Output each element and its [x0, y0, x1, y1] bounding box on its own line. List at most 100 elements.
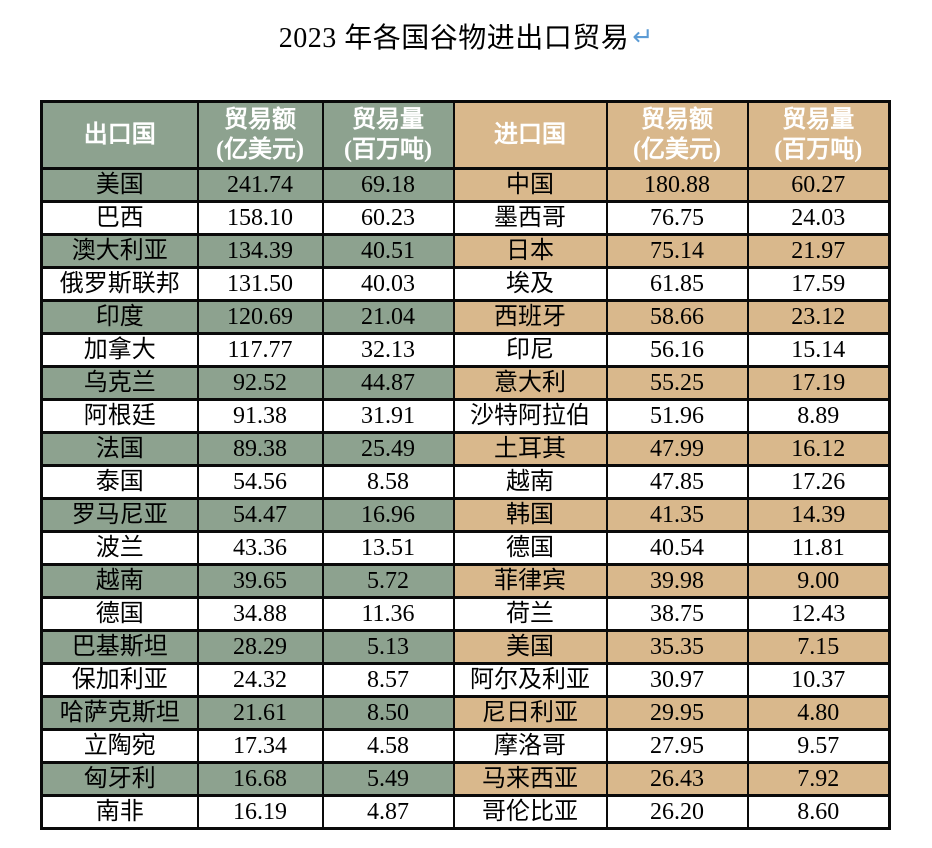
export-country-cell: 匈牙利 [40, 761, 199, 797]
import-country-cell: 马来西亚 [452, 761, 608, 797]
import-value-cell: 58.66 [605, 299, 749, 335]
export-value-cell: 120.69 [196, 299, 324, 335]
header-import-value: 贸易额 (亿美元) [605, 100, 749, 170]
export-value-cell: 117.77 [196, 332, 324, 368]
import-volume-cell: 60.27 [746, 167, 891, 203]
table-row: 南非 16.19 4.87 哥伦比亚 26.20 8.60 [40, 794, 891, 830]
export-volume-cell: 5.13 [321, 629, 455, 665]
import-value-cell: 26.43 [605, 761, 749, 797]
export-country-cell: 印度 [40, 299, 199, 335]
import-volume-cell: 14.39 [746, 497, 891, 533]
import-country-cell: 沙特阿拉伯 [452, 398, 608, 434]
header-line: (亿美元) [633, 137, 721, 163]
import-country-cell: 中国 [452, 167, 608, 203]
export-volume-cell: 31.91 [321, 398, 455, 434]
export-volume-cell: 25.49 [321, 431, 455, 467]
import-country-cell: 德国 [452, 530, 608, 566]
import-value-cell: 40.54 [605, 530, 749, 566]
import-value-cell: 51.96 [605, 398, 749, 434]
header-line: 贸易额 [641, 107, 713, 133]
header-line: 贸易量 [782, 107, 855, 133]
table-row: 俄罗斯联邦 131.50 40.03 埃及 61.85 17.59 [40, 266, 891, 302]
import-volume-cell: 4.80 [746, 695, 891, 731]
header-line: (百万吨) [774, 137, 863, 163]
export-country-cell: 阿根廷 [40, 398, 199, 434]
export-value-cell: 54.47 [196, 497, 324, 533]
table-row: 美国 241.74 69.18 中国 180.88 60.27 [40, 167, 891, 203]
table-row: 保加利亚 24.32 8.57 阿尔及利亚 30.97 10.37 [40, 662, 891, 698]
export-volume-cell: 11.36 [321, 596, 455, 632]
export-country-cell: 越南 [40, 563, 199, 599]
export-country-cell: 巴西 [40, 200, 199, 236]
header-line: (亿美元) [216, 137, 304, 163]
export-value-cell: 16.19 [196, 794, 324, 830]
table-row: 印度 120.69 21.04 西班牙 58.66 23.12 [40, 299, 891, 335]
import-country-cell: 美国 [452, 629, 608, 665]
import-country-cell: 韩国 [452, 497, 608, 533]
export-volume-cell: 13.51 [321, 530, 455, 566]
table-row: 巴基斯坦 28.29 5.13 美国 35.35 7.15 [40, 629, 891, 665]
header-line: (百万吨) [344, 137, 432, 163]
export-value-cell: 91.38 [196, 398, 324, 434]
import-value-cell: 56.16 [605, 332, 749, 368]
header-import-country: 进口国 [452, 100, 608, 170]
table-row: 法国 89.38 25.49 土耳其 47.99 16.12 [40, 431, 891, 467]
table-row: 乌克兰 92.52 44.87 意大利 55.25 17.19 [40, 365, 891, 401]
import-volume-cell: 9.57 [746, 728, 891, 764]
export-country-cell: 巴基斯坦 [40, 629, 199, 665]
import-value-cell: 38.75 [605, 596, 749, 632]
import-value-cell: 29.95 [605, 695, 749, 731]
export-value-cell: 28.29 [196, 629, 324, 665]
table-row: 罗马尼亚 54.47 16.96 韩国 41.35 14.39 [40, 497, 891, 533]
import-country-cell: 土耳其 [452, 431, 608, 467]
import-country-cell: 墨西哥 [452, 200, 608, 236]
import-country-cell: 尼日利亚 [452, 695, 608, 731]
import-country-cell: 哥伦比亚 [452, 794, 608, 830]
import-country-cell: 荷兰 [452, 596, 608, 632]
export-value-cell: 21.61 [196, 695, 324, 731]
import-value-cell: 26.20 [605, 794, 749, 830]
table-row: 立陶宛 17.34 4.58 摩洛哥 27.95 9.57 [40, 728, 891, 764]
import-volume-cell: 15.14 [746, 332, 891, 368]
export-value-cell: 92.52 [196, 365, 324, 401]
import-volume-cell: 24.03 [746, 200, 891, 236]
export-value-cell: 17.34 [196, 728, 324, 764]
export-country-cell: 保加利亚 [40, 662, 199, 698]
import-volume-cell: 17.19 [746, 365, 891, 401]
export-value-cell: 34.88 [196, 596, 324, 632]
import-value-cell: 41.35 [605, 497, 749, 533]
import-value-cell: 76.75 [605, 200, 749, 236]
import-volume-cell: 8.60 [746, 794, 891, 830]
export-volume-cell: 4.87 [321, 794, 455, 830]
table-row: 泰国 54.56 8.58 越南 47.85 17.26 [40, 464, 891, 500]
export-value-cell: 24.32 [196, 662, 324, 698]
page-title: 2023 年各国谷物进出口贸易 [278, 23, 630, 54]
export-value-cell: 89.38 [196, 431, 324, 467]
import-volume-cell: 7.92 [746, 761, 891, 797]
import-volume-cell: 21.97 [746, 233, 891, 269]
table-row: 波兰 43.36 13.51 德国 40.54 11.81 [40, 530, 891, 566]
table-row: 德国 34.88 11.36 荷兰 38.75 12.43 [40, 596, 891, 632]
import-value-cell: 47.85 [605, 464, 749, 500]
import-country-cell: 日本 [452, 233, 608, 269]
export-volume-cell: 8.58 [321, 464, 455, 500]
export-country-cell: 美国 [40, 167, 199, 203]
export-value-cell: 241.74 [196, 167, 324, 203]
export-volume-cell: 5.49 [321, 761, 455, 797]
import-country-cell: 阿尔及利亚 [452, 662, 608, 698]
import-value-cell: 180.88 [605, 167, 749, 203]
export-volume-cell: 4.58 [321, 728, 455, 764]
export-volume-cell: 8.50 [321, 695, 455, 731]
export-country-cell: 泰国 [40, 464, 199, 500]
export-value-cell: 43.36 [196, 530, 324, 566]
header-line: 贸易额 [224, 107, 296, 133]
import-volume-cell: 17.59 [746, 266, 891, 302]
export-country-cell: 俄罗斯联邦 [40, 266, 199, 302]
import-volume-cell: 11.81 [746, 530, 891, 566]
import-country-cell: 越南 [452, 464, 608, 500]
document-title: 2023 年各国谷物进出口贸易 ↵ [0, 16, 932, 56]
import-value-cell: 75.14 [605, 233, 749, 269]
export-value-cell: 158.10 [196, 200, 324, 236]
export-value-cell: 131.50 [196, 266, 324, 302]
